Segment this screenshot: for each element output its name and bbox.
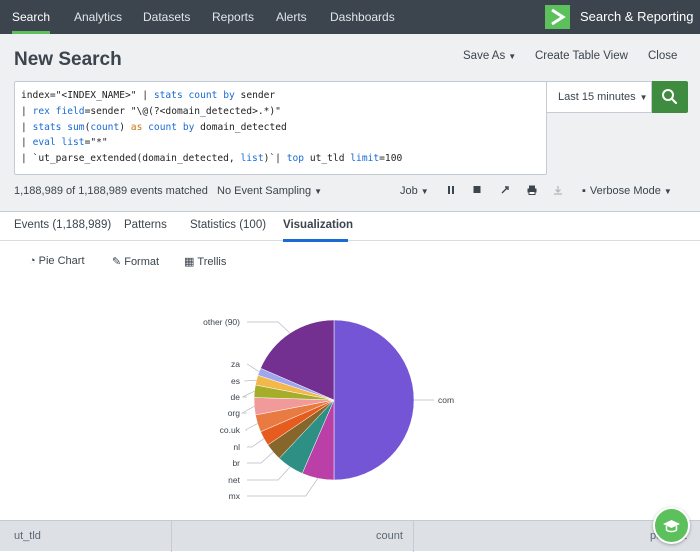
pie-leader-line xyxy=(245,423,258,431)
chevron-down-icon: ▼ xyxy=(508,52,517,61)
pie-leader-line xyxy=(244,379,257,382)
graduation-cap-icon xyxy=(663,520,680,533)
tab-events[interactable]: Events (1,188,989) xyxy=(14,219,112,231)
help-assistant-button[interactable] xyxy=(653,507,690,544)
pie-label: net xyxy=(228,475,240,485)
job-status-bar: 1,188,989 of 1,188,989 events matched No… xyxy=(0,181,700,201)
page-title: New Search xyxy=(14,49,122,70)
column-header-count[interactable]: count xyxy=(376,530,403,542)
trellis-button[interactable]: ▦ Trellis xyxy=(184,255,226,268)
pie-label: za xyxy=(231,359,240,369)
pie-leader-line xyxy=(246,363,260,373)
grid-icon: ▦ xyxy=(184,256,195,268)
job-menu[interactable]: Job ▼ xyxy=(400,185,429,197)
active-tab-indicator xyxy=(283,239,348,242)
results-tabs: Events (1,188,989) Patterns Statistics (… xyxy=(0,211,700,242)
pie-chart-svg: com mx net br nl co.uk org de es za other (90) xyxy=(203,317,454,501)
app-logo-icon[interactable] xyxy=(545,5,570,29)
format-button[interactable]: ✎ Format xyxy=(112,255,159,268)
create-table-view-button[interactable]: Create Table View xyxy=(535,50,628,62)
column-divider xyxy=(413,521,414,552)
nav-search[interactable]: Search xyxy=(12,0,51,34)
chevron-down-icon: ▼ xyxy=(639,93,648,102)
pie-leader-line xyxy=(247,321,291,334)
pie-chart-icon: ◔ xyxy=(29,255,36,267)
column-divider xyxy=(171,521,172,552)
chart-type-button[interactable]: ◔ Pie Chart xyxy=(29,255,85,267)
chevron-down-icon: ▼ xyxy=(314,187,323,196)
pie-chart: com mx net br nl co.uk org de es za other (90) xyxy=(0,270,700,520)
job-label: Job xyxy=(400,185,418,197)
format-label: Format xyxy=(124,256,160,268)
search-header: New Search Save As ▼ Create Table View Cl… xyxy=(0,34,700,211)
save-as-button[interactable]: Save As ▼ xyxy=(463,50,516,62)
close-button[interactable]: Close xyxy=(648,50,678,62)
nav-alerts[interactable]: Alerts xyxy=(276,10,307,24)
stats-table-header: ut_tld count percent xyxy=(0,520,700,552)
query-line: | stats sum(count) as count by domain_de… xyxy=(21,121,287,133)
time-range-label: Last 15 minutes xyxy=(558,91,636,103)
search-button[interactable] xyxy=(652,81,688,113)
pause-icon[interactable] xyxy=(446,184,456,199)
share-icon[interactable] xyxy=(500,184,512,199)
pie-slice-com[interactable] xyxy=(333,319,415,481)
nav-analytics[interactable]: Analytics xyxy=(74,10,123,24)
mode-icon: ▪ xyxy=(582,185,586,197)
chart-type-label: Pie Chart xyxy=(38,255,85,267)
pie-leader-line xyxy=(247,451,274,464)
top-nav: Search Analytics Datasets Reports Alerts… xyxy=(0,0,700,34)
save-as-label: Save As xyxy=(463,50,506,62)
chevron-down-icon: ▼ xyxy=(663,187,672,196)
time-range-picker[interactable]: Last 15 minutes ▼ xyxy=(546,81,652,113)
pie-label: other (90) xyxy=(203,317,240,327)
export-icon[interactable] xyxy=(552,184,564,199)
pie-label: de xyxy=(231,392,241,402)
trellis-label: Trellis xyxy=(197,256,227,268)
pie-leader-line xyxy=(247,466,291,481)
pie-label: co.uk xyxy=(220,425,241,435)
pie-leader-line xyxy=(240,405,255,414)
pie-label: es xyxy=(231,376,240,386)
search-icon xyxy=(662,89,678,105)
pie-slice-other-90-[interactable] xyxy=(260,319,335,401)
pie-label: nl xyxy=(233,442,240,452)
search-query-input[interactable]: index="<INDEX_NAME>" | stats count by se… xyxy=(14,81,547,175)
pie-label: br xyxy=(232,458,240,468)
search-mode-dropdown[interactable]: ▪ Verbose Mode ▼ xyxy=(582,185,672,197)
print-icon[interactable] xyxy=(526,184,538,199)
nav-dashboards[interactable]: Dashboards xyxy=(330,10,395,24)
query-line: index="<INDEX_NAME>" | stats count by se… xyxy=(21,90,276,101)
query-line: | `ut_parse_extended(domain_detected, li… xyxy=(21,153,403,165)
pie-label: com xyxy=(438,395,454,405)
chevron-down-icon: ▼ xyxy=(420,187,429,196)
column-header-ut-tld[interactable]: ut_tld xyxy=(14,530,41,542)
tab-patterns[interactable]: Patterns xyxy=(124,219,167,231)
tab-visualization[interactable]: Visualization xyxy=(283,219,354,231)
query-line: | eval list="*" xyxy=(21,137,108,149)
nav-reports[interactable]: Reports xyxy=(212,10,255,24)
app-name[interactable]: Search & Reporting xyxy=(580,9,694,24)
event-sampling-dropdown[interactable]: No Event Sampling ▼ xyxy=(217,185,322,197)
stop-icon[interactable] xyxy=(472,184,482,199)
pie-leader-line xyxy=(247,478,319,497)
pie-label: org xyxy=(228,408,241,418)
tab-statistics[interactable]: Statistics (100) xyxy=(190,219,267,231)
events-matched-count: 1,188,989 of 1,188,989 events matched xyxy=(14,185,208,197)
brush-icon: ✎ xyxy=(112,256,122,268)
pie-leader-line xyxy=(242,390,255,398)
pie-leader-line xyxy=(247,438,265,448)
query-line: | rex field=sender "\@(?<domain_detected… xyxy=(21,105,281,117)
mode-label: Verbose Mode xyxy=(589,185,661,197)
pie-label: mx xyxy=(229,491,241,501)
sampling-label: No Event Sampling xyxy=(217,185,312,197)
nav-datasets[interactable]: Datasets xyxy=(143,10,191,24)
